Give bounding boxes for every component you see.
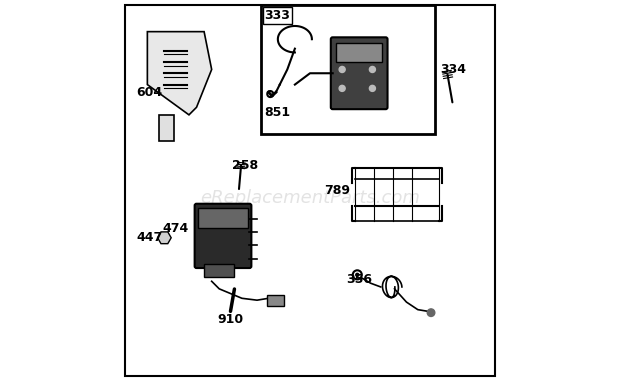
Text: 356: 356 (346, 273, 372, 286)
Circle shape (370, 66, 376, 72)
Text: 851: 851 (264, 106, 290, 120)
Polygon shape (159, 115, 174, 141)
Polygon shape (148, 32, 211, 115)
Bar (337, 43, 382, 62)
Bar (198, 208, 247, 228)
Bar (261, 5, 435, 134)
Text: 447: 447 (136, 231, 162, 244)
Text: 474: 474 (162, 222, 189, 235)
Bar (267, 295, 283, 306)
Polygon shape (157, 232, 171, 244)
Text: 789: 789 (324, 184, 350, 197)
Bar (204, 264, 234, 277)
Text: 258: 258 (232, 159, 259, 173)
FancyBboxPatch shape (331, 37, 388, 109)
Circle shape (339, 85, 345, 91)
Text: 334: 334 (440, 63, 466, 76)
Text: 910: 910 (218, 312, 244, 326)
Circle shape (356, 273, 359, 276)
FancyBboxPatch shape (195, 204, 251, 268)
Circle shape (370, 85, 376, 91)
Text: 333: 333 (265, 9, 291, 22)
Text: eReplacementParts.com: eReplacementParts.com (200, 189, 420, 207)
Circle shape (427, 309, 435, 317)
Circle shape (339, 66, 345, 72)
Text: 604: 604 (136, 86, 162, 99)
